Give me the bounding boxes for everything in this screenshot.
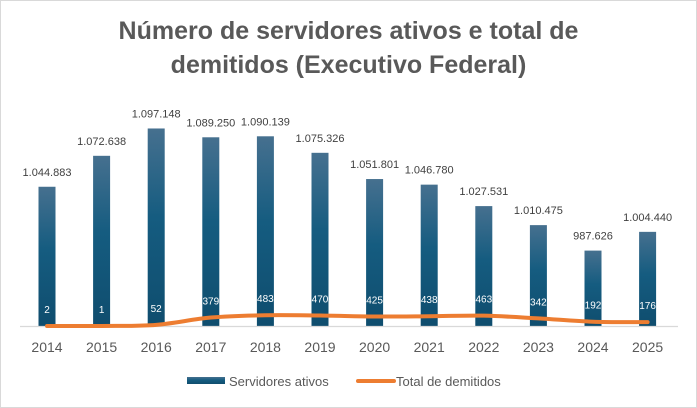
line-point-2023 (537, 317, 540, 320)
bar-label-2021: 1.046.780 (405, 165, 454, 177)
line-label-2015: 1 (99, 305, 105, 316)
line-point-2021 (428, 315, 431, 318)
line-label-2016: 52 (151, 304, 163, 315)
x-tick-2025: 2025 (632, 339, 663, 355)
line-point-2018 (264, 314, 267, 317)
bar-2020 (366, 179, 384, 326)
bar-2024 (584, 250, 602, 326)
line-point-2016 (155, 323, 158, 326)
x-tick-2024: 2024 (577, 339, 608, 355)
x-tick-2023: 2023 (523, 339, 554, 355)
bar-label-2017: 1.089.250 (186, 117, 235, 129)
bar-label-2022: 1.027.531 (459, 186, 508, 198)
legend-label-demitidos: Total de demitidos (396, 374, 501, 389)
bar-2023 (529, 225, 547, 326)
line-total-demitidos (45, 313, 650, 329)
x-tick-2016: 2016 (141, 339, 172, 355)
bar-label-2019: 1.075.326 (296, 133, 345, 145)
x-tick-2017: 2017 (195, 339, 226, 355)
x-tick-2020: 2020 (359, 339, 390, 355)
bar-2022 (475, 206, 493, 326)
line-label-2020: 425 (366, 296, 383, 307)
line-point-2019 (319, 314, 321, 317)
line-point-2020 (373, 315, 376, 318)
line-point-2014 (46, 324, 48, 327)
line-point-2024 (592, 320, 594, 323)
bar-2016 (147, 128, 165, 326)
line-point-2015 (100, 324, 103, 327)
bar-2015 (93, 155, 111, 326)
bar-2017 (202, 137, 220, 326)
bar-label-2018: 1.090.139 (241, 116, 290, 128)
legend-label-servidores: Servidores ativos (229, 374, 329, 389)
bar-label-2025: 1.004.440 (623, 212, 672, 224)
line-point-2017 (209, 316, 212, 319)
line-label-2023: 342 (530, 297, 547, 308)
x-tick-2019: 2019 (304, 339, 335, 355)
bar-2018 (256, 136, 274, 326)
bar-label-2014: 1.044.883 (23, 167, 72, 179)
line-label-2019: 470 (312, 295, 329, 306)
x-tick-2022: 2022 (468, 339, 499, 355)
bar-label-2016: 1.097.148 (132, 108, 181, 120)
line-label-2014: 2 (44, 305, 50, 316)
bar-2021 (420, 184, 438, 326)
line-label-2018: 483 (257, 294, 274, 305)
bar-label-2023: 1.010.475 (514, 205, 563, 217)
bar-2025 (639, 231, 657, 326)
line-label-2022: 463 (475, 295, 492, 306)
bar-label-2024: 987.626 (573, 231, 613, 243)
chart-title: Número de servidores ativos e total de d… (118, 17, 579, 79)
line-label-2024: 192 (585, 301, 602, 312)
line-point-2025 (646, 321, 649, 324)
legend-swatch-servidores (187, 377, 225, 384)
bar-2019 (311, 152, 329, 326)
x-tick-2014: 2014 (31, 339, 62, 355)
x-tick-2018: 2018 (250, 339, 281, 355)
legend: Servidores ativos Total de demitidos (187, 374, 501, 389)
x-tick-2015: 2015 (86, 339, 117, 355)
x-tick-2021: 2021 (414, 339, 445, 355)
line-label-2017: 379 (202, 297, 219, 308)
line-label-2025: 176 (639, 301, 656, 312)
line-point-2022 (482, 314, 485, 317)
bar-2014 (38, 186, 56, 326)
bar-label-2015: 1.072.638 (77, 136, 126, 148)
line-label-2021: 438 (421, 295, 438, 306)
bar-label-2020: 1.051.801 (350, 159, 399, 171)
